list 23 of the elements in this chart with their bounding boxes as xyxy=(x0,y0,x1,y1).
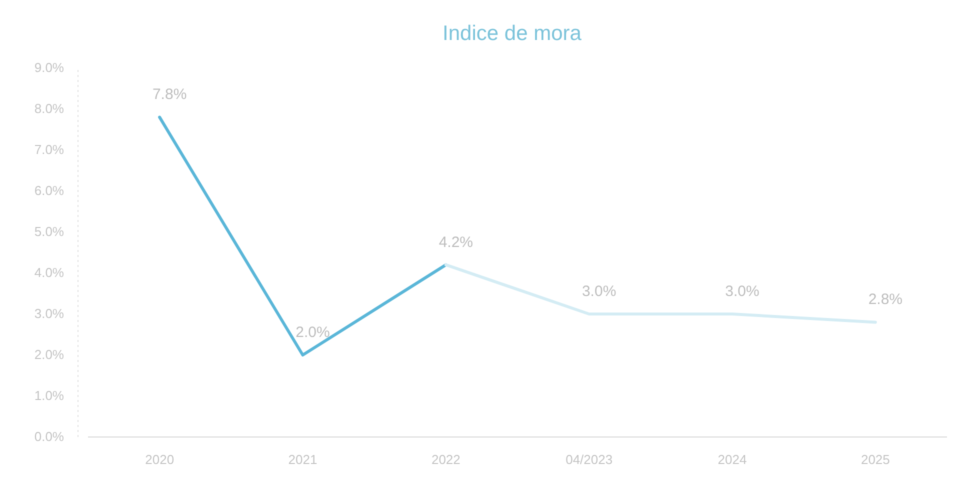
y-tick-label: 4.0% xyxy=(34,265,64,280)
y-tick-label: 3.0% xyxy=(34,306,64,322)
y-tick-label: 5.0% xyxy=(34,224,64,240)
y-tick-label: 1.0% xyxy=(34,388,64,404)
data-label: 3.0% xyxy=(582,283,616,300)
y-tick-label: 8.0% xyxy=(34,101,64,116)
data-label: 3.0% xyxy=(725,283,760,300)
data-label: 2.8% xyxy=(868,291,903,308)
x-tick-label: 2021 xyxy=(288,452,318,468)
x-tick-label: 2020 xyxy=(145,452,174,468)
chart-title: Indice de mora xyxy=(442,22,582,45)
y-tick-label: 2.0% xyxy=(34,347,64,362)
x-tick-label: 2024 xyxy=(718,452,747,468)
y-tick-label: 0.0% xyxy=(34,429,64,444)
y-tick-label: 6.0% xyxy=(34,183,64,198)
data-label: 2.0% xyxy=(296,324,330,341)
x-tick-label: 2025 xyxy=(860,452,890,468)
y-tick-label: 7.0% xyxy=(34,142,64,158)
y-tick-label: 9.0% xyxy=(34,60,64,76)
data-label: 7.8% xyxy=(152,86,187,104)
data-label: 4.2% xyxy=(438,234,474,251)
x-tick-label: 04/2023 xyxy=(566,452,613,468)
x-tick-label: 2022 xyxy=(431,452,460,468)
